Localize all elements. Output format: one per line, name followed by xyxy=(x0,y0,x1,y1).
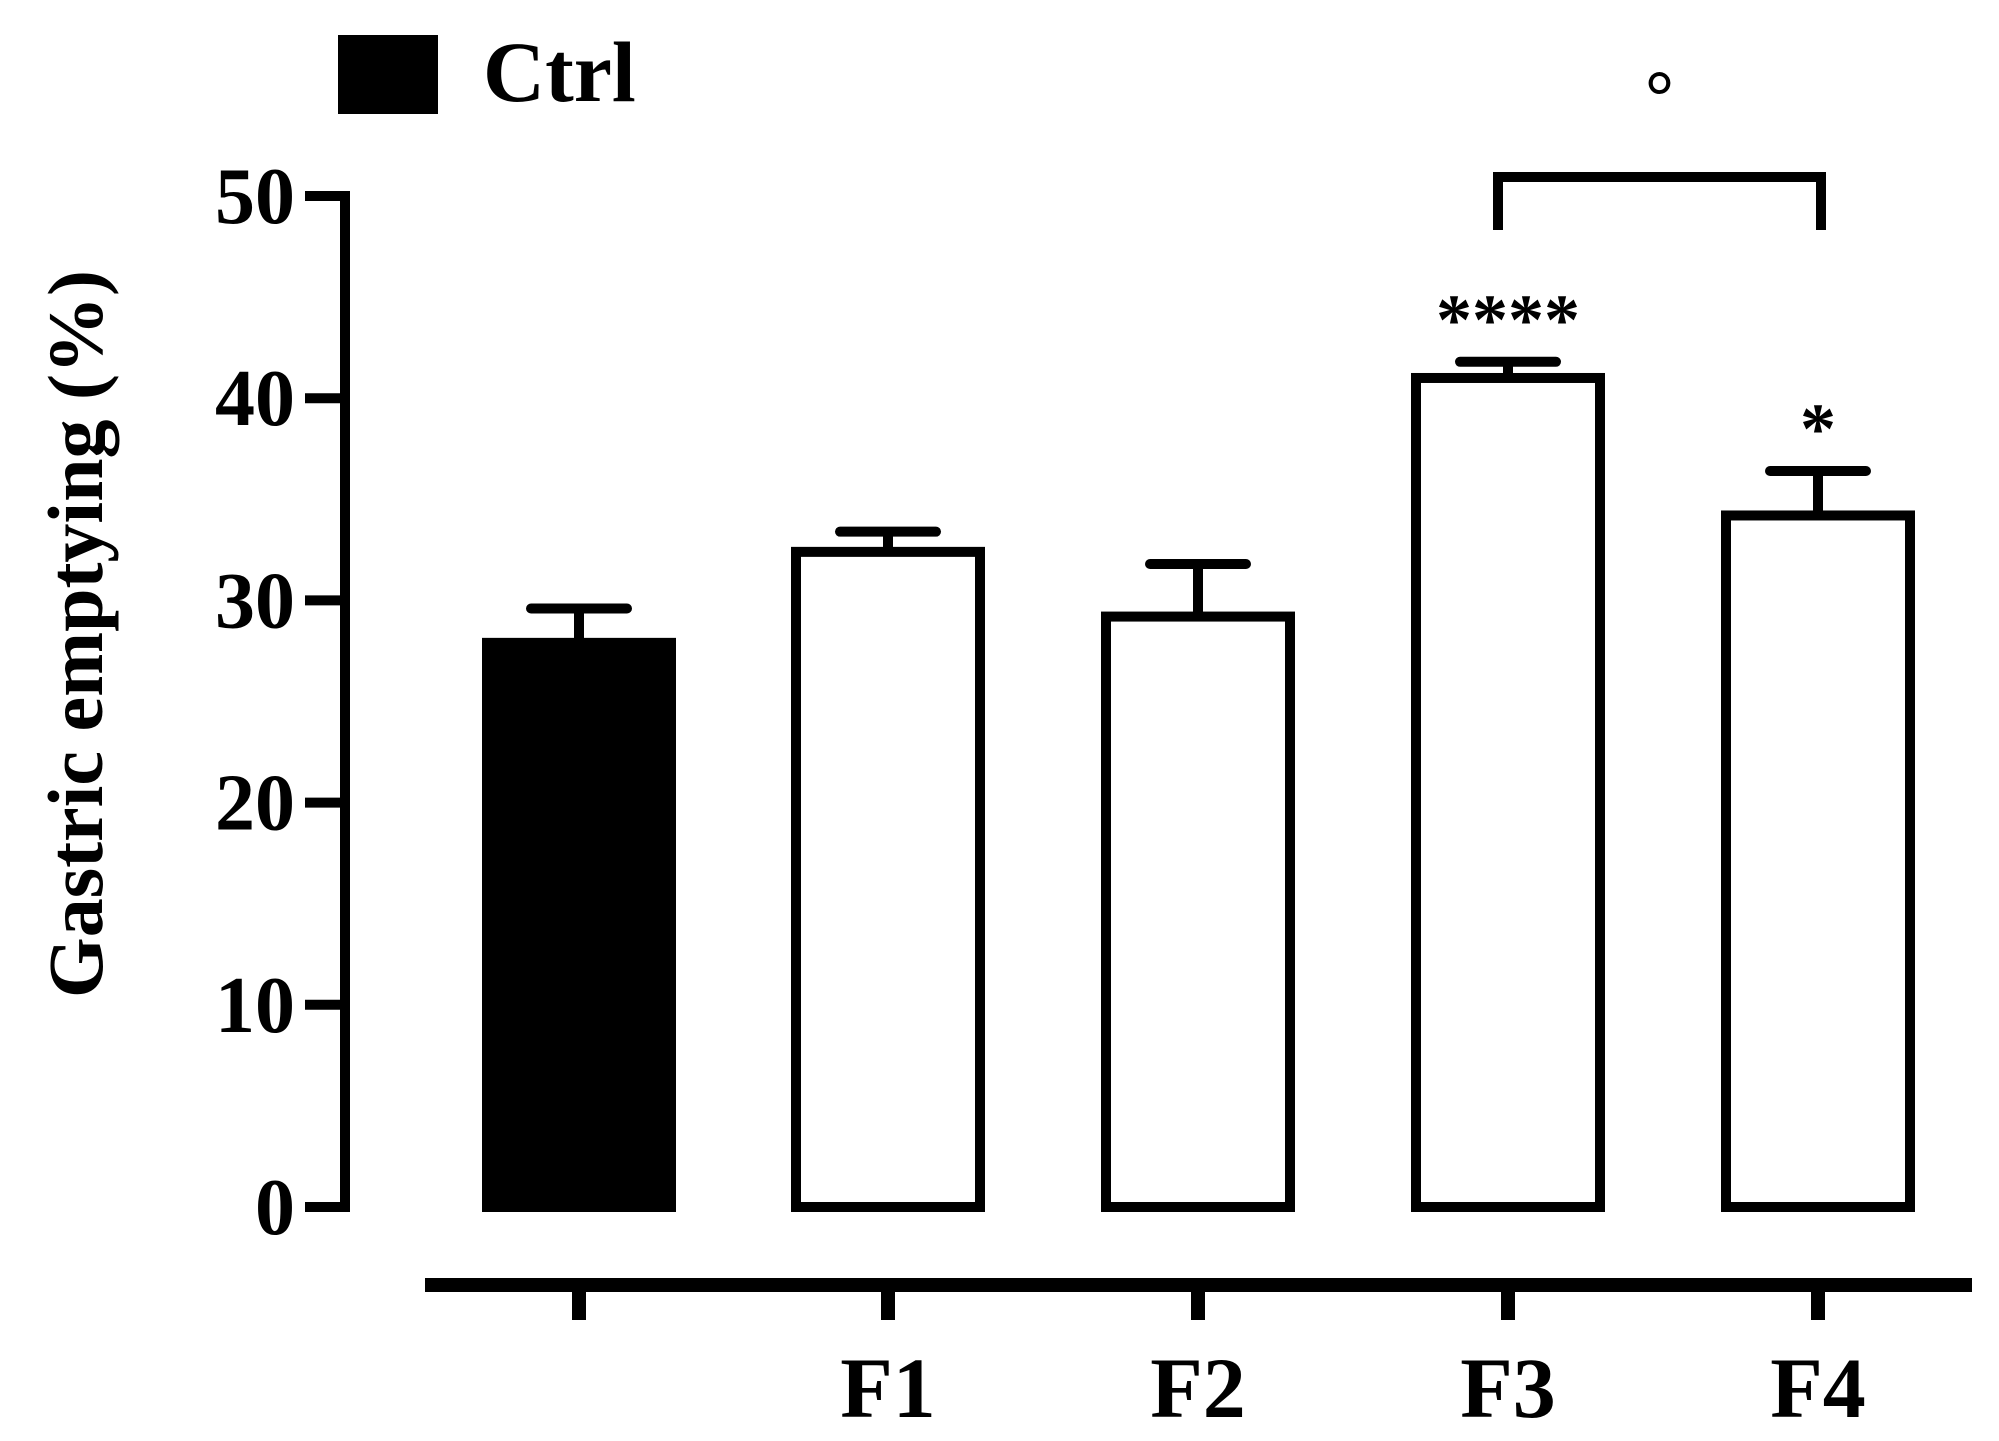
y-axis: 0 10 20 30 40 50 xyxy=(215,153,350,1252)
x-category-label: F3 xyxy=(1460,1340,1556,1436)
y-tick-label: 50 xyxy=(215,153,295,241)
significance-label: **** xyxy=(1436,280,1580,360)
bracket-label: ° xyxy=(1645,56,1674,136)
significance-label: * xyxy=(1800,389,1836,469)
y-tick-label: 0 xyxy=(255,1164,295,1252)
y-tick-label: 30 xyxy=(215,557,295,645)
y-tick-label: 10 xyxy=(215,962,295,1050)
x-category-label: F2 xyxy=(1150,1340,1246,1436)
y-tick-label: 20 xyxy=(215,760,295,848)
bar xyxy=(1101,611,1295,1212)
bars-group xyxy=(482,356,1915,1213)
comparison-bracket xyxy=(1493,172,1826,230)
y-tick-label: 40 xyxy=(215,355,295,443)
y-axis-title: Gastric emptying (%) xyxy=(32,270,119,998)
bar xyxy=(1721,510,1915,1212)
bar xyxy=(791,546,985,1212)
bar xyxy=(1411,372,1605,1213)
x-category-label: F1 xyxy=(840,1340,936,1436)
legend: Ctrl xyxy=(338,24,636,120)
legend-swatch-ctrl xyxy=(338,35,438,114)
legend-label-ctrl: Ctrl xyxy=(483,24,636,120)
significance-annotations: *****° xyxy=(1436,56,1836,469)
x-axis: F1 F2 F3 F4 xyxy=(425,1278,1972,1436)
bar xyxy=(482,637,676,1212)
x-category-label: F4 xyxy=(1770,1340,1866,1436)
